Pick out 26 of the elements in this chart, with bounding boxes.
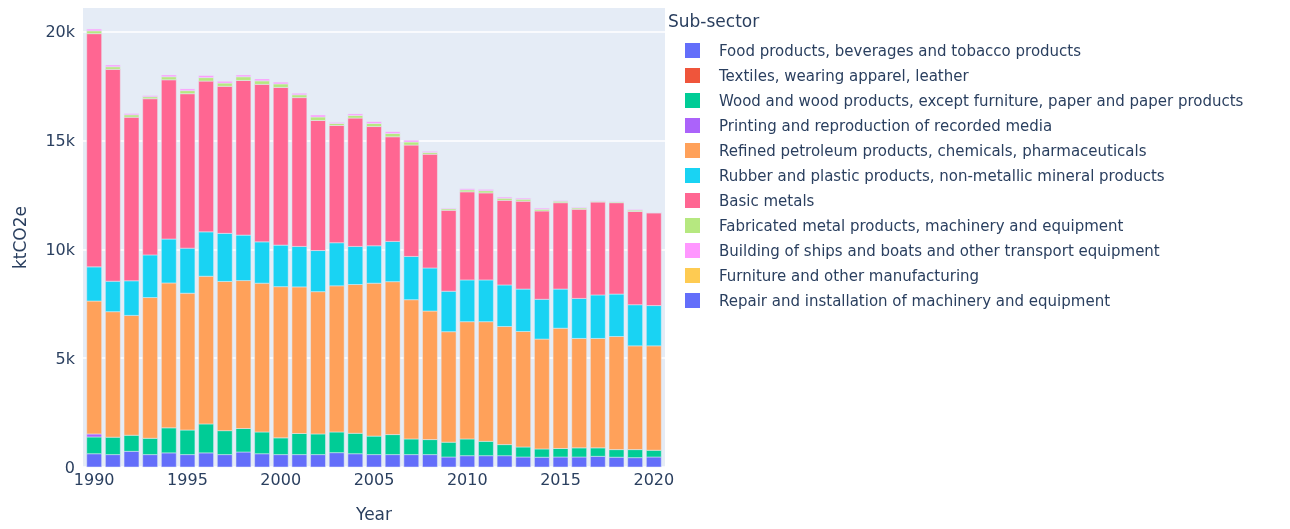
y-tick-label: 0 [64, 457, 75, 477]
x-axis-title: Year [355, 503, 392, 524]
legend-label: Printing and reproduction of recorded media [719, 116, 1053, 135]
legend-label: Wood and wood products, except furniture, paper and paper products [719, 91, 1244, 110]
legend-label: Building of ships and boats and other transport equipment [719, 241, 1160, 260]
x-tick-label: 2010 [446, 469, 488, 489]
legend-label: Furniture and other manufacturing [719, 266, 980, 285]
x-tick-label: 2020 [633, 469, 675, 489]
y-axis-title: ktCO2e [9, 205, 30, 270]
y-tick-label: 15k [45, 131, 76, 151]
x-tick-label: 2015 [540, 469, 581, 489]
y-tick-label: 20k [45, 22, 76, 42]
y-tick-label: 5k [55, 348, 76, 368]
legend-label: Textiles, wearing apparel, leather [718, 66, 970, 85]
x-tick-label: 2005 [353, 469, 395, 489]
legend-label: Food products, beverages and tobacco products [719, 41, 1082, 60]
x-tick-label: 1990 [73, 469, 115, 489]
legend-label: Fabricated metal products, machinery and equipment [719, 216, 1124, 235]
x-tick-label: 2000 [260, 469, 302, 489]
legend-title: Sub-sector [668, 10, 760, 31]
x-tick-label: 1995 [167, 469, 208, 489]
legend-label: Refined petroleum products, chemicals, pharmaceuticals [719, 141, 1147, 160]
legend-label: Basic metals [719, 191, 815, 210]
y-tick-label: 10k [45, 239, 76, 259]
legend-label: Repair and installation of machinery and equipment [719, 291, 1111, 310]
legend-label: Rubber and plastic products, non-metallic mineral products [719, 166, 1165, 185]
